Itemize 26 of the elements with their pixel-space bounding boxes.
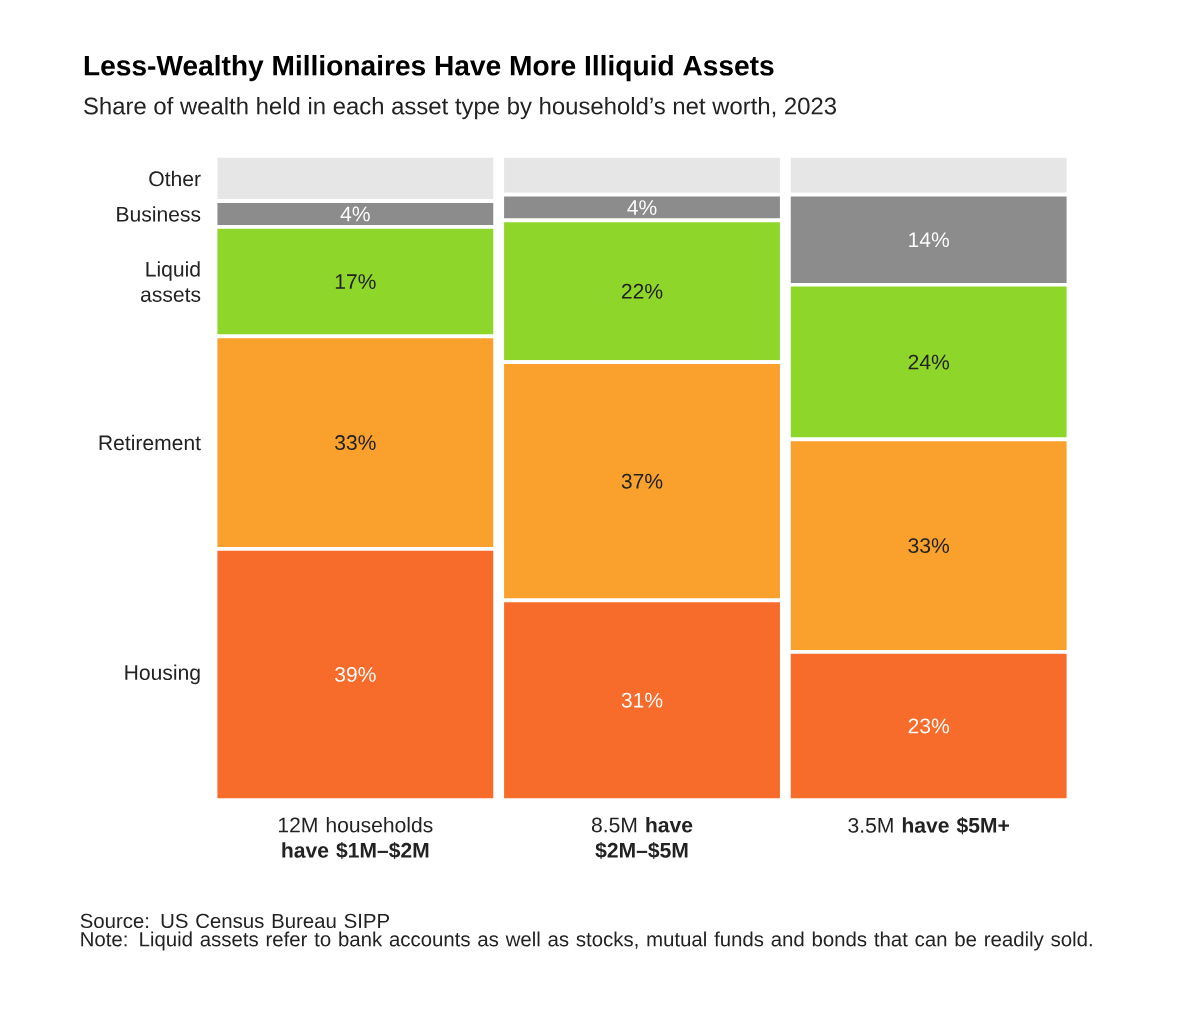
data-label: 33% <box>335 435 376 451</box>
bar <box>502 600 782 800</box>
text: Note: Liquid assets refer to bank accounts as well as stocks, mutual funds and bonds that can be readily sold. <box>81 931 1092 951</box>
source-note: Source: US Census Bureau SIPP <box>80 913 390 929</box>
data-label: 23% <box>908 718 950 734</box>
series-label: Liquid assets <box>140 261 201 302</box>
series-label: Retirement <box>99 434 201 451</box>
data-label: 14% <box>909 232 950 248</box>
series-label: Business <box>117 206 201 222</box>
x-tick-label: 12M households have $1M–$2M <box>278 816 433 860</box>
data-label: 22% <box>621 283 663 299</box>
series-label: Housing <box>125 664 200 685</box>
data-label: 31% <box>621 692 663 708</box>
data-label: 24% <box>908 354 950 370</box>
series-label: Other <box>149 170 201 187</box>
x-tick-label: 8.5M have $2M–$5M <box>591 816 693 860</box>
bar <box>215 548 496 800</box>
data-label: 4% <box>340 206 370 222</box>
data-label: 17% <box>335 274 376 289</box>
x-tick-label: 3.5M have $5M+ <box>848 816 1009 835</box>
data-label: 4% <box>627 200 657 215</box>
chart-title: Less-Wealthy Millionaires Have More Illiquid Assets <box>84 54 774 82</box>
data-label: 33% <box>908 538 950 554</box>
data-label: 37% <box>621 473 663 489</box>
data-label: 39% <box>335 666 376 682</box>
chart-subtitle: Share of wealth held in each asset type by household’s net worth, 2023 <box>84 96 836 120</box>
